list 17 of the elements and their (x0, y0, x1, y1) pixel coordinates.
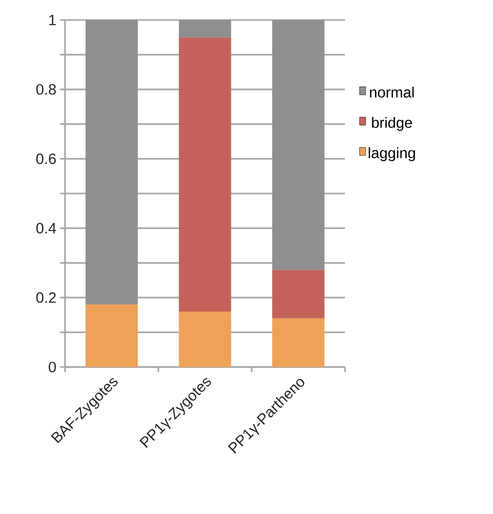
bar (272, 20, 324, 270)
y-tick-label: 0.2 (36, 292, 56, 303)
bar (86, 304, 138, 367)
bar (86, 20, 138, 305)
bar (272, 318, 324, 367)
y-tick-label: 0.6 (36, 154, 56, 164)
legend-label: bridge (372, 116, 412, 131)
y-tick-label: 0 (48, 362, 56, 372)
bar (178, 20, 232, 38)
legend-label: lagging (368, 147, 415, 162)
bar (272, 270, 324, 318)
y-tick-label: 0.4 (36, 222, 56, 234)
legend-label: normal (370, 86, 414, 98)
y-tick-label: 1 (49, 14, 56, 26)
bar (178, 37, 232, 312)
bar (178, 311, 232, 367)
y-tick-label: 0.8 (36, 84, 56, 95)
